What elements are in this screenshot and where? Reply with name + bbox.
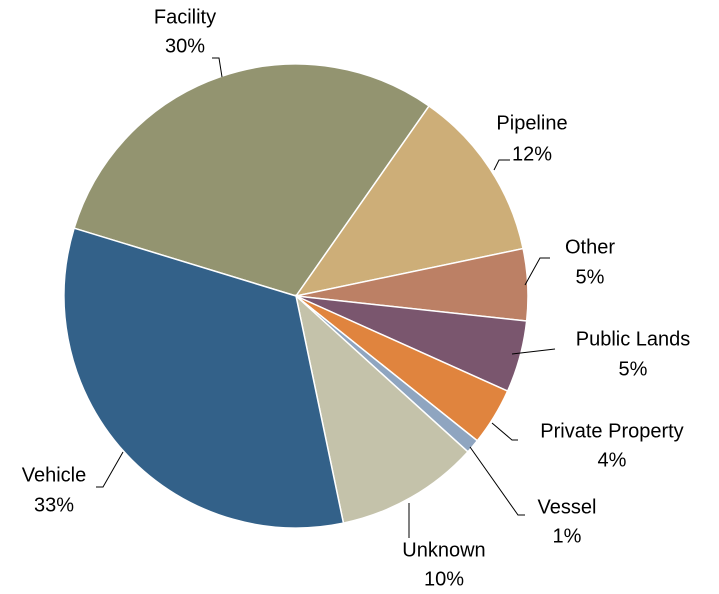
slice-value-label: 4% xyxy=(598,449,627,471)
leader-line xyxy=(212,57,223,78)
slice-label: Vessel xyxy=(538,496,597,518)
slice-label: Facility xyxy=(154,6,216,28)
pie-slice xyxy=(73,63,431,297)
leader-line xyxy=(524,257,550,286)
leader-line xyxy=(511,348,556,355)
leader-line xyxy=(469,446,525,516)
slice-value-label: 30% xyxy=(165,35,205,57)
slice-label: Public Lands xyxy=(576,328,691,350)
slice-label: Pipeline xyxy=(496,112,567,134)
pie-slice xyxy=(294,293,469,524)
slice-value-label: 12% xyxy=(512,143,552,165)
leader-line xyxy=(96,451,124,488)
slice-value-label: 1% xyxy=(553,525,582,547)
slice-label: Unknown xyxy=(402,539,485,561)
slice-label: Other xyxy=(565,236,615,258)
slice-value-label: 5% xyxy=(576,266,605,288)
slice-label: Private Property xyxy=(540,420,683,442)
slice-value-label: 10% xyxy=(424,568,464,590)
slice-label: Vehicle xyxy=(22,464,87,486)
leader-line xyxy=(493,159,510,171)
leader-line xyxy=(491,422,518,441)
slice-value-label: 33% xyxy=(34,494,74,516)
pie-slice xyxy=(63,227,345,529)
pie-slice xyxy=(294,104,524,298)
slice-value-label: 5% xyxy=(619,358,648,380)
